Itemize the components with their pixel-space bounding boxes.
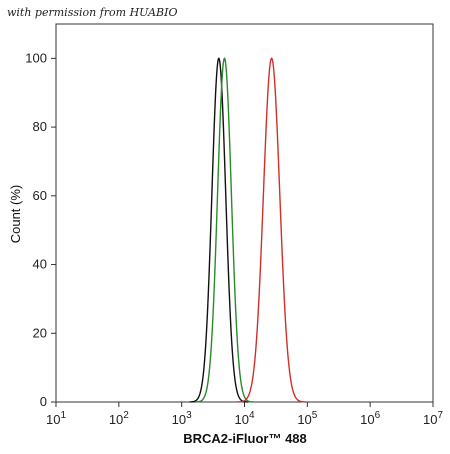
- y-tick-label: 100: [25, 50, 47, 65]
- x-tick-label: 105: [297, 410, 317, 427]
- series-line-2: [195, 57, 254, 403]
- y-tick-label: 60: [33, 188, 47, 203]
- x-tick-label: 102: [109, 410, 129, 427]
- x-tick-label: 103: [172, 410, 192, 427]
- x-tick-label: 107: [423, 410, 443, 427]
- y-tick-label: 80: [33, 119, 47, 134]
- x-tick-label: 104: [234, 410, 254, 427]
- y-tick-label: 20: [33, 325, 47, 340]
- y-tick-label: 40: [33, 257, 47, 272]
- x-tick-label: 106: [360, 410, 380, 427]
- y-axis-title: Count (%): [8, 185, 23, 244]
- plot-frame: [55, 23, 434, 403]
- x-axis-title: BRCA2-iFluor™ 488: [183, 431, 307, 446]
- watermark-text: with permission from HUABIO: [7, 6, 178, 19]
- series-line-1: [189, 57, 248, 403]
- series-line-3: [237, 57, 306, 403]
- y-tick-label: 0: [40, 394, 47, 409]
- x-tick-label: 101: [46, 410, 66, 427]
